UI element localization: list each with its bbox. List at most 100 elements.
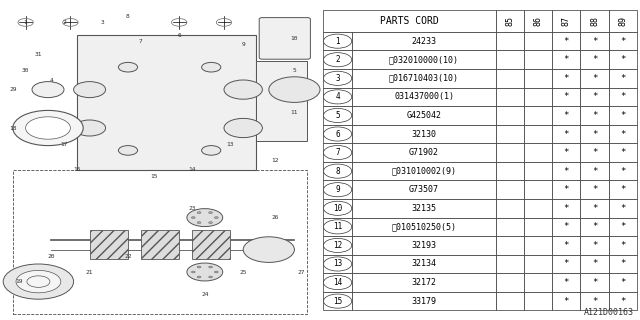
Circle shape (323, 257, 352, 271)
Bar (552, 292, 580, 310)
Circle shape (323, 164, 352, 178)
Text: 19: 19 (15, 279, 23, 284)
Circle shape (74, 120, 106, 136)
Text: 031437000(1): 031437000(1) (394, 92, 454, 101)
Bar (609, 69, 637, 88)
Text: *: * (564, 74, 569, 83)
Text: 87: 87 (562, 16, 571, 26)
Text: 9: 9 (241, 42, 245, 47)
Bar (323, 162, 352, 180)
Text: 86: 86 (534, 16, 543, 26)
Text: *: * (620, 167, 625, 176)
Text: *: * (592, 111, 597, 120)
Bar (609, 125, 637, 143)
Bar (580, 106, 609, 125)
Text: 16: 16 (73, 167, 81, 172)
Text: Ⓑ010510250(5): Ⓑ010510250(5) (392, 222, 456, 231)
Text: 8: 8 (126, 13, 130, 19)
Text: 33179: 33179 (412, 297, 436, 306)
Circle shape (323, 90, 352, 104)
Bar (609, 218, 637, 236)
Bar (352, 273, 496, 292)
Bar (580, 51, 609, 69)
Text: 12: 12 (271, 157, 279, 163)
Bar (496, 292, 524, 310)
Circle shape (118, 62, 138, 72)
Circle shape (323, 220, 352, 234)
Circle shape (187, 263, 223, 281)
Text: *: * (620, 92, 625, 101)
Text: 11: 11 (333, 222, 342, 231)
Circle shape (118, 146, 138, 155)
Text: 29: 29 (9, 87, 17, 92)
Text: 18: 18 (9, 125, 17, 131)
Text: 30: 30 (22, 68, 29, 73)
Circle shape (224, 80, 262, 99)
Bar (552, 10, 580, 32)
Circle shape (197, 222, 201, 224)
Text: 32193: 32193 (412, 241, 436, 250)
Text: 3: 3 (100, 20, 104, 25)
Text: 7: 7 (335, 148, 340, 157)
Circle shape (191, 271, 195, 273)
Text: *: * (620, 148, 625, 157)
Circle shape (323, 71, 352, 85)
Bar (580, 88, 609, 106)
Bar (352, 218, 496, 236)
Text: *: * (564, 185, 569, 194)
Circle shape (16, 270, 61, 293)
Text: 15: 15 (333, 297, 342, 306)
Text: *: * (592, 297, 597, 306)
Circle shape (224, 118, 262, 138)
Bar (609, 10, 637, 32)
Circle shape (214, 271, 218, 273)
Circle shape (323, 294, 352, 308)
FancyBboxPatch shape (256, 61, 307, 141)
Text: *: * (592, 55, 597, 64)
Bar (323, 32, 352, 51)
Text: 8: 8 (335, 167, 340, 176)
Text: *: * (620, 204, 625, 213)
Bar (580, 162, 609, 180)
Text: 21: 21 (86, 269, 93, 275)
Bar (552, 273, 580, 292)
Circle shape (323, 201, 352, 215)
Bar (580, 10, 609, 32)
Text: 17: 17 (60, 141, 68, 147)
Text: 1: 1 (335, 37, 340, 46)
Text: *: * (564, 260, 569, 268)
Circle shape (187, 209, 223, 227)
Text: 89: 89 (618, 16, 627, 26)
Bar (552, 180, 580, 199)
Circle shape (202, 146, 221, 155)
Bar (352, 199, 496, 218)
Bar (323, 292, 352, 310)
Bar (580, 125, 609, 143)
Text: 3: 3 (335, 74, 340, 83)
Bar (609, 106, 637, 125)
Circle shape (214, 217, 218, 219)
Text: *: * (564, 92, 569, 101)
Bar (524, 292, 552, 310)
Bar (496, 236, 524, 255)
Circle shape (197, 266, 201, 268)
Bar (323, 255, 352, 273)
Bar (323, 218, 352, 236)
Bar (609, 255, 637, 273)
Circle shape (323, 34, 352, 48)
Text: 14: 14 (188, 167, 196, 172)
Text: *: * (592, 241, 597, 250)
Text: 22: 22 (124, 253, 132, 259)
Bar (609, 32, 637, 51)
Circle shape (27, 276, 50, 287)
Bar (609, 143, 637, 162)
Circle shape (202, 62, 221, 72)
Text: 32135: 32135 (412, 204, 436, 213)
Bar (609, 51, 637, 69)
Text: 5: 5 (335, 111, 340, 120)
Bar (352, 125, 496, 143)
Text: *: * (564, 204, 569, 213)
Text: *: * (620, 241, 625, 250)
Bar (496, 162, 524, 180)
Bar (496, 32, 524, 51)
